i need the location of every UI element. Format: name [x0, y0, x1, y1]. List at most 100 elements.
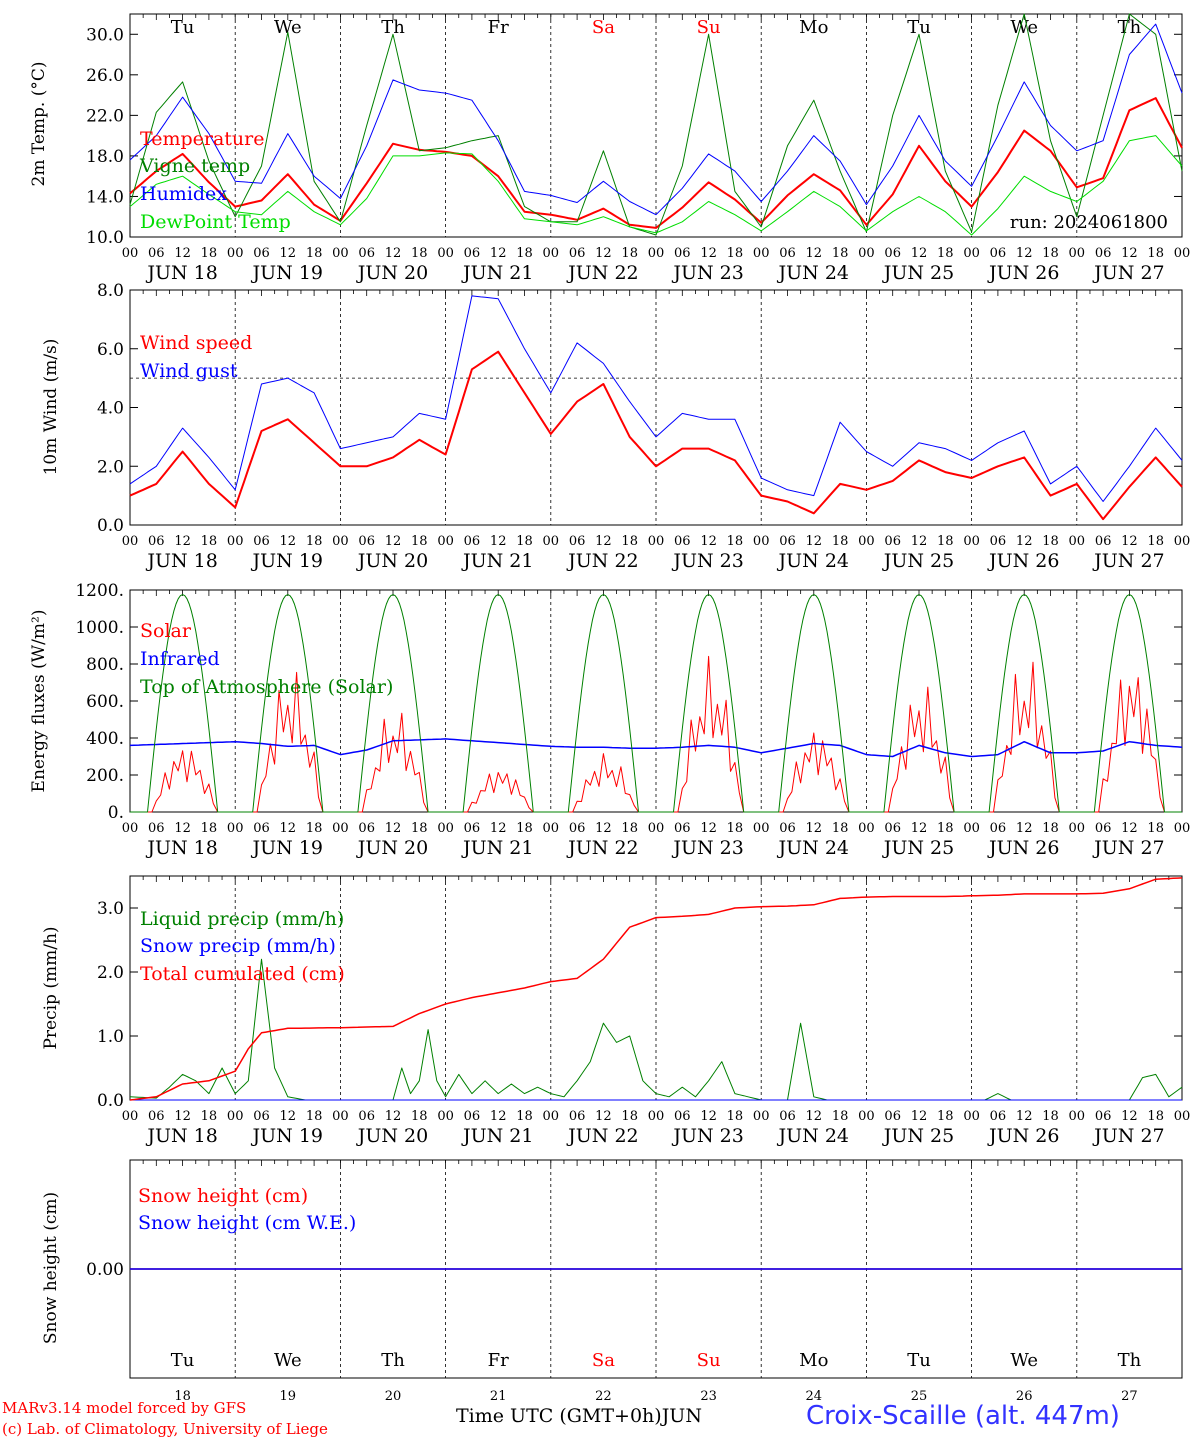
panel2-hour-label: 00	[332, 534, 349, 549]
panel4-series-total-cumulated-cm	[129, 877, 1183, 1101]
panel1-frame	[129, 13, 1183, 238]
panel3-hour-label: 00	[1174, 821, 1191, 836]
panel4-hour-label: 18	[411, 1109, 428, 1124]
panel1-y-tick-label: 10.0	[86, 228, 124, 248]
panel1-legend-temperature: Temperature	[140, 128, 264, 150]
panel2-hour-label: 06	[148, 534, 165, 549]
panel1-hour-label: 12	[1016, 246, 1033, 261]
panel1-y-tick-label: 14.0	[86, 187, 124, 207]
panel3-y-tick-label: 600.	[86, 692, 124, 712]
panel3-hour-label: 06	[358, 821, 375, 836]
panel4-hour-label: 06	[569, 1109, 586, 1124]
panel2-date-label: JUN 27	[1092, 550, 1164, 572]
panel1-date-label: JUN 22	[566, 262, 638, 284]
panel1-hour-label: 06	[358, 246, 375, 261]
panel2-hour-label: 00	[437, 534, 454, 549]
panel2-date-label: JUN 26	[987, 550, 1059, 572]
panel1-y-tick-label: 30.0	[86, 25, 124, 45]
panel1-hour-label: 12	[911, 246, 928, 261]
panel2-hour-label: 12	[385, 534, 402, 549]
panel2-hour-label: 06	[674, 534, 691, 549]
panel4-hour-label: 00	[437, 1109, 454, 1124]
panel3-hour-label: 18	[1042, 821, 1059, 836]
panel3-date-label: JUN 27	[1092, 837, 1164, 859]
panel4-hour-label: 12	[385, 1109, 402, 1124]
panel1-hour-label: 12	[174, 246, 191, 261]
panel4-hour-label: 06	[990, 1109, 1007, 1124]
panel2-date-label: JUN 18	[145, 550, 217, 572]
panel1-hour-label: 06	[569, 246, 586, 261]
panel2-legend-wind-gust: Wind gust	[140, 360, 238, 382]
panel2-hour-label: 00	[543, 534, 560, 549]
panel3-hour-label: 12	[911, 821, 928, 836]
panel2-date-label: JUN 24	[777, 550, 849, 572]
panel2-hour-label: 12	[911, 534, 928, 549]
panel2-hour-label: 12	[1016, 534, 1033, 549]
panel1-weekday-label: Tu	[907, 17, 931, 38]
panel5-date-number: 26	[1016, 1389, 1033, 1404]
panel3-hour-label: 18	[201, 821, 218, 836]
panel2-hour-label: 00	[1174, 534, 1191, 549]
panel1-hour-label: 00	[122, 246, 139, 261]
panel4-legend-liquid-precip-mm-h: Liquid precip (mm/h)	[140, 908, 344, 930]
panel3-hour-label: 06	[779, 821, 796, 836]
panel2-series-wind-gust	[129, 295, 1183, 502]
panel2-hour-label: 18	[832, 534, 849, 549]
panel4-y-tick-label: 3.0	[97, 899, 124, 919]
panel5-date-number: 18	[174, 1389, 191, 1404]
panel4-y-tick-label: 1.0	[97, 1027, 124, 1047]
panel5-weekday-label: Sa	[592, 1350, 615, 1371]
panel3-hour-label: 12	[806, 821, 823, 836]
panel1-hour-label: 06	[148, 246, 165, 261]
panel3-hour-label: 06	[990, 821, 1007, 836]
panel4-hour-label: 00	[543, 1109, 560, 1124]
panel4-legend-total-cumulated-cm: Total cumulated (cm)	[140, 963, 345, 985]
panel3-hour-label: 18	[1147, 821, 1164, 836]
panel3-hour-label: 18	[621, 821, 638, 836]
panel1-date-label: JUN 20	[356, 262, 428, 284]
panel1-series-humidex	[129, 23, 1183, 216]
panel3-hour-label: 06	[1095, 821, 1112, 836]
panel1-hour-label: 00	[963, 246, 980, 261]
run-label: run: 2024061800	[1010, 212, 1168, 233]
model-credit: MARv3.14 model forced by GFS	[2, 1399, 247, 1417]
panel2-hour-label: 00	[858, 534, 875, 549]
panel3-hour-label: 12	[595, 821, 612, 836]
panel5-weekday-label: Fr	[488, 1350, 509, 1371]
panel5-date-number: 24	[806, 1389, 823, 1404]
panel4-hour-label: 00	[227, 1109, 244, 1124]
panel2-y-tick-label: 2.0	[97, 457, 124, 477]
panel3-hour-label: 00	[1069, 821, 1086, 836]
panel2-date-label: JUN 22	[566, 550, 638, 572]
panel3-hour-label: 06	[464, 821, 481, 836]
panel4-y-axis-label: Precip (mm/h)	[41, 926, 61, 1049]
panel1-y-tick-label: 26.0	[86, 66, 124, 86]
panel1-hour-label: 00	[543, 246, 560, 261]
panel4-hour-label: 00	[1069, 1109, 1086, 1124]
panel5-date-number: 27	[1121, 1389, 1138, 1404]
panel2-hour-label: 00	[753, 534, 770, 549]
panel4-hour-label: 06	[358, 1109, 375, 1124]
panel1-hour-label: 18	[306, 246, 323, 261]
panel1-date-label: JUN 23	[671, 262, 743, 284]
panel3-date-label: JUN 19	[251, 837, 323, 859]
panel3-hour-label: 00	[753, 821, 770, 836]
panel1-series-temperature	[129, 97, 1183, 229]
panel2-hour-label: 12	[806, 534, 823, 549]
panel3-hour-label: 00	[963, 821, 980, 836]
panel1-hour-label: 06	[990, 246, 1007, 261]
panel4-legend-snow-precip-mm-h: Snow precip (mm/h)	[140, 935, 336, 957]
panel5-date-number: 21	[490, 1389, 507, 1404]
panel3-date-label: JUN 21	[461, 837, 533, 859]
panel1-date-label: JUN 24	[777, 262, 849, 284]
panel2-hour-label: 06	[1095, 534, 1112, 549]
panel3-hour-label: 12	[1121, 821, 1138, 836]
panel2-hour-label: 18	[1042, 534, 1059, 549]
panel4-date-label: JUN 20	[356, 1125, 428, 1147]
panel1-weekday-label: Th	[1118, 17, 1142, 38]
panel1-hour-label: 00	[332, 246, 349, 261]
panel1-weekday-label: Mo	[799, 17, 828, 38]
panel1-weekday-label: Sa	[592, 17, 615, 38]
panel2-hour-label: 06	[779, 534, 796, 549]
panel5-weekday-label: Mo	[799, 1350, 828, 1371]
